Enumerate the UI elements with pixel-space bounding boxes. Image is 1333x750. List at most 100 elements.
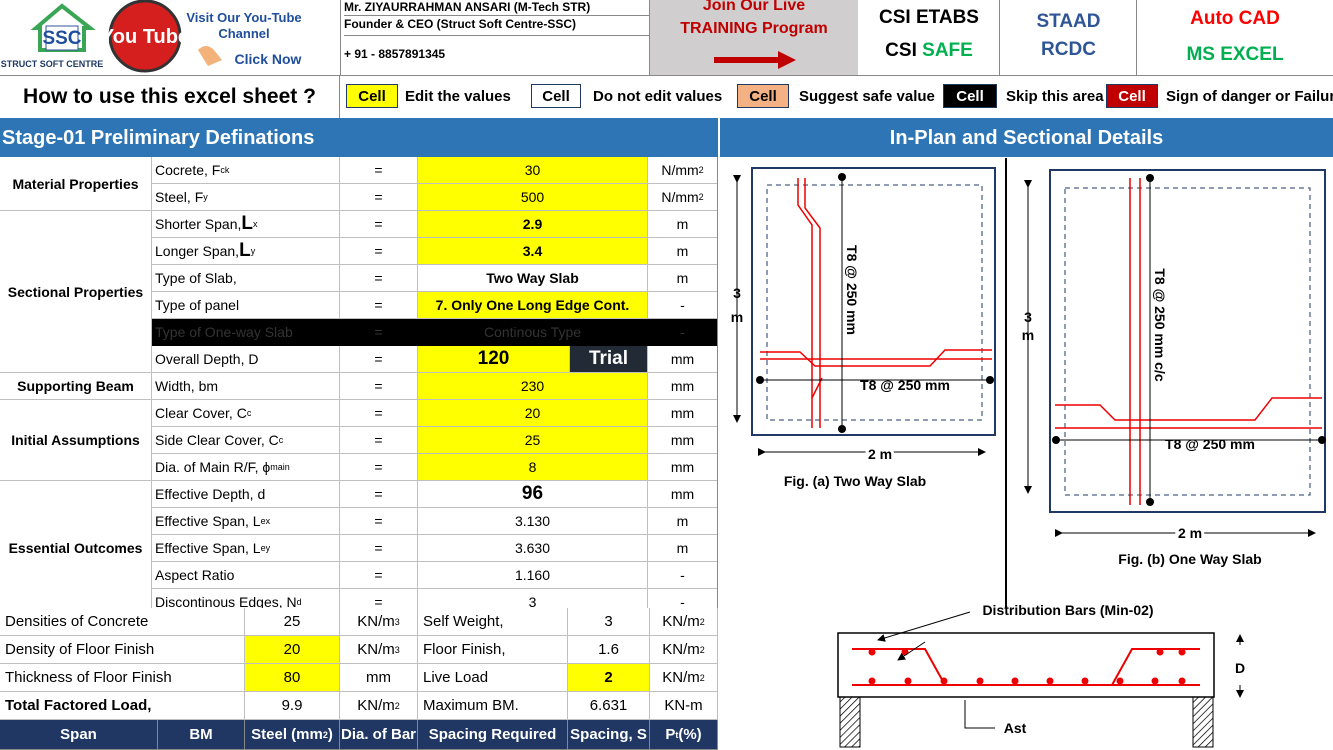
row-label-sym: L: [241, 213, 253, 234]
row-unit: -: [648, 589, 717, 608]
legend-swatch: Cell: [737, 84, 789, 108]
phone: + 91 - 8857891345: [344, 47, 446, 61]
equals: =: [340, 400, 418, 427]
row-unit: mm: [648, 346, 717, 373]
row-label-text: Side Clear Cover, C: [155, 432, 279, 448]
autocad[interactable]: Auto CAD: [1190, 8, 1280, 29]
legend-text: Sign of danger or Failure: [1166, 87, 1333, 105]
load-label: Thickness of Floor Finish: [0, 664, 245, 692]
load-unit-sup: 2: [699, 672, 705, 683]
row-unit: m: [648, 238, 717, 265]
load-unit-text: KN/m: [662, 641, 700, 658]
row-value: 30: [418, 157, 648, 184]
load-unit-sup: 2: [394, 700, 400, 711]
csi-safe[interactable]: CSI SAFE: [858, 40, 1000, 62]
load-unit-sup: 3: [394, 616, 400, 627]
row-label-text: Cocrete, F: [155, 162, 221, 178]
youtube-logo[interactable]: You Tube: [101, 26, 189, 48]
equals: =: [340, 157, 418, 184]
staad[interactable]: STAAD: [1036, 11, 1101, 32]
load-unit: mm: [340, 664, 418, 692]
row-label: Width, bm: [152, 373, 340, 400]
row-label-sub: c: [278, 435, 284, 445]
row-unit: N/mm 2: [648, 184, 717, 211]
row-label-sub: x: [253, 219, 258, 229]
figures-title: In-Plan and Sectional Details: [720, 118, 1333, 157]
join-text: Join Our Live: [702, 0, 806, 14]
dim-x: 2 m: [868, 446, 892, 462]
info-box: Mr. ZIYAURRAHMAN ANSARI (M-Tech STR) Fou…: [340, 0, 650, 75]
bar-label-x: T8 @ 250 mm: [860, 377, 950, 393]
row-label-text: Effective Span, L: [155, 540, 261, 556]
row-value: 8: [418, 454, 648, 481]
load-unit: KN/m 2: [650, 636, 718, 664]
guide-title: How to use this excel sheet ?: [0, 76, 340, 118]
load-unit-text: KN/m: [662, 613, 700, 630]
dim-y-unit: m: [1022, 327, 1034, 343]
csi-prefix: CSI: [885, 40, 917, 61]
row-unit-text: N/mm: [661, 162, 699, 178]
fig-caption: Fig. (a) Two Way Slab: [784, 473, 926, 489]
row-value: 96: [418, 481, 648, 508]
row-label-sub: main: [270, 462, 290, 472]
row-label-sym: L: [239, 240, 251, 261]
row-value: 120: [418, 346, 570, 373]
row-value: 3.4: [418, 238, 648, 265]
dim-x: 2 m: [1178, 525, 1202, 541]
dim-y-num: 3: [733, 285, 741, 301]
row-unit: mm: [648, 454, 717, 481]
load-label: Densities of Concrete: [0, 608, 245, 636]
load-unit: KN-m: [650, 692, 718, 720]
result-header-sup: 2: [322, 729, 328, 740]
bar-label-y: T8 @ 250 mm c/c: [1152, 268, 1168, 381]
csi-box: CSI ETABS CSI SAFE: [858, 0, 1000, 75]
logo-area: SSC STRUCT SOFT CENTRE You Tube Click No…: [1, 0, 302, 73]
csi-etabs[interactable]: CSI ETABS: [879, 7, 979, 28]
load-unit-text: KN/m: [357, 613, 395, 630]
author-name: Mr. ZIYAURRAHMAN ANSARI (M-Tech STR): [344, 0, 650, 16]
equals: =: [340, 481, 418, 508]
row-label: Effective Depth, d: [152, 481, 340, 508]
load-unit: KN/m 2: [650, 608, 718, 636]
equals: =: [340, 211, 418, 238]
group-label: Sectional Properties: [0, 211, 152, 373]
load-unit: KN/m 3: [340, 636, 418, 664]
row-value: 7. Only One Long Edge Cont.: [418, 292, 648, 319]
load-value: 6.631: [568, 692, 650, 720]
load-unit-text: KN/m: [662, 669, 700, 686]
rcdc[interactable]: RCDC: [1041, 39, 1096, 60]
load-unit-sup: 3: [394, 644, 400, 655]
group-label: Initial Assumptions: [0, 400, 152, 481]
row-label: Dia. of Main R/F, ϕ main: [152, 454, 340, 481]
equals: =: [340, 535, 418, 562]
training-box[interactable]: Join Our Live TRAINING Program: [650, 0, 858, 75]
row-unit: -: [648, 319, 717, 346]
row-value: 1.160: [418, 562, 648, 589]
click-now[interactable]: Click Now: [235, 51, 302, 67]
group-label: Material Properties: [0, 157, 152, 211]
row-label: Aspect Ratio: [152, 562, 340, 589]
visit-channel[interactable]: Visit Our You-Tube Channel: [186, 10, 302, 41]
trial-button[interactable]: Trial: [570, 346, 648, 373]
equals: =: [340, 562, 418, 589]
bar-label-x: T8 @ 250 mm: [1165, 436, 1255, 452]
load-label: Self Weight,: [418, 608, 568, 636]
ms-excel[interactable]: MS EXCEL: [1186, 44, 1284, 65]
load-label: Maximum BM.: [418, 692, 568, 720]
row-value: Two Way Slab: [418, 265, 648, 292]
load-unit-sup: 2: [699, 644, 705, 655]
dim-y-unit: m: [731, 309, 743, 325]
row-unit-sup: 2: [698, 165, 704, 175]
safe: SAFE: [922, 40, 973, 61]
row-label-sub: ex: [260, 516, 271, 526]
bar-label-y: T8 @ 250 mm: [844, 245, 860, 335]
load-unit: KN/m 3: [340, 608, 418, 636]
legend-swatch: Cell: [1106, 84, 1158, 108]
row-unit: m: [648, 508, 717, 535]
group-label: Essential Outcomes: [0, 481, 152, 608]
dim-y-num: 3: [1024, 309, 1032, 325]
row-unit: N/mm 2: [648, 157, 717, 184]
